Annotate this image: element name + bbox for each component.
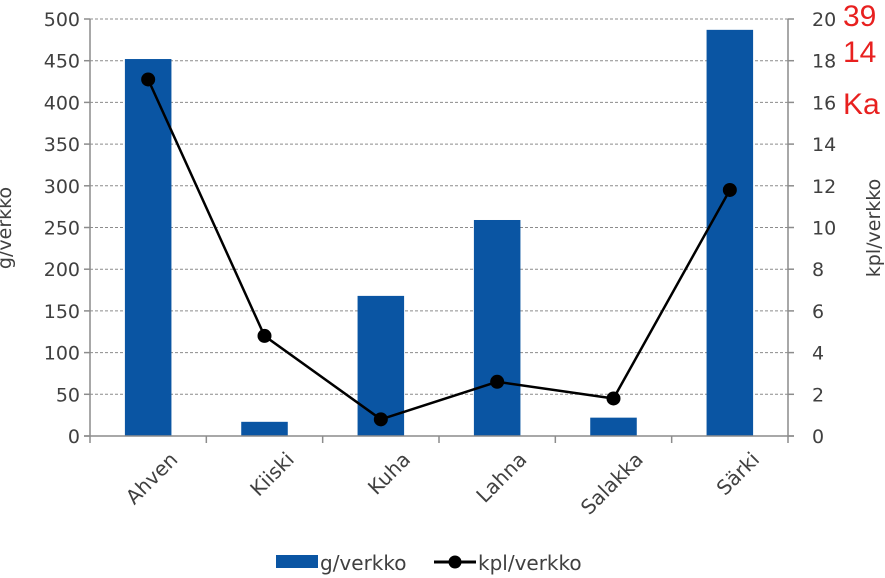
category-label: Ahven <box>121 447 183 509</box>
left-tick-label: 400 <box>44 92 80 114</box>
point-lahna <box>490 374 505 389</box>
point-särki <box>722 182 737 197</box>
right-axis-title: kpl/verkko <box>863 179 885 277</box>
category-label: Kiiski <box>245 447 299 501</box>
left-tick-label: 50 <box>56 384 80 406</box>
right-tick-label: 10 <box>812 218 836 240</box>
bar-salakka <box>590 417 637 436</box>
left-tick-label: 100 <box>44 343 80 365</box>
side-note-3: Ka <box>843 88 880 121</box>
side-note-2: 14 <box>843 36 877 69</box>
legend-line-label: kpl/verkko <box>478 551 582 575</box>
left-tick-label: 300 <box>44 176 80 198</box>
line-series <box>141 72 737 427</box>
point-salakka <box>606 391 621 406</box>
side-note-1: 39 <box>843 0 877 33</box>
legend-bar-swatch <box>276 555 318 568</box>
left-axis-title: g/verkko <box>0 187 16 269</box>
left-tick-label: 350 <box>44 134 80 156</box>
bar-ahven <box>124 59 172 436</box>
legend-bar-label: g/verkko <box>320 551 406 575</box>
gridlines <box>90 18 788 395</box>
left-axis-ticks: 0 50 100 150 200 250 300 350 400 450 500 <box>44 9 80 448</box>
left-tick-label: 500 <box>44 9 80 31</box>
left-tick-label: 0 <box>68 426 80 448</box>
bar-särki <box>706 29 754 436</box>
axes <box>84 18 794 443</box>
point-kuha <box>373 412 388 427</box>
legend: g/verkko kpl/verkko <box>276 551 582 575</box>
left-tick-label: 450 <box>44 51 80 73</box>
right-tick-label: 20 <box>812 9 836 31</box>
category-label: Lahna <box>471 447 531 507</box>
point-kiiski <box>257 328 272 343</box>
bar-kiiski <box>241 421 288 436</box>
category-label: Särki <box>712 447 765 500</box>
category-labels: Ahven Kiiski Kuha Lahna Salakka Särki <box>121 447 764 519</box>
category-label: Kuha <box>363 447 415 499</box>
right-tick-label: 14 <box>812 134 836 156</box>
right-tick-label: 18 <box>812 51 836 73</box>
right-tick-label: 16 <box>812 92 836 114</box>
left-tick-label: 200 <box>44 259 80 281</box>
right-tick-label: 6 <box>812 301 824 323</box>
right-tick-label: 8 <box>812 259 824 281</box>
right-tick-label: 0 <box>812 426 824 448</box>
bar-lahna <box>473 219 521 436</box>
right-tick-label: 12 <box>812 176 836 198</box>
category-label: Salakka <box>576 447 648 519</box>
right-tick-label: 2 <box>812 384 824 406</box>
right-tick-label: 4 <box>812 343 824 365</box>
right-axis-ticks: 0 2 4 6 8 10 12 14 16 18 20 <box>812 9 836 448</box>
kpl-line <box>147 78 731 421</box>
bar-series <box>124 29 754 436</box>
legend-line-marker <box>448 555 462 569</box>
left-tick-label: 250 <box>44 218 80 240</box>
left-tick-label: 150 <box>44 301 80 323</box>
point-ahven <box>141 72 156 87</box>
